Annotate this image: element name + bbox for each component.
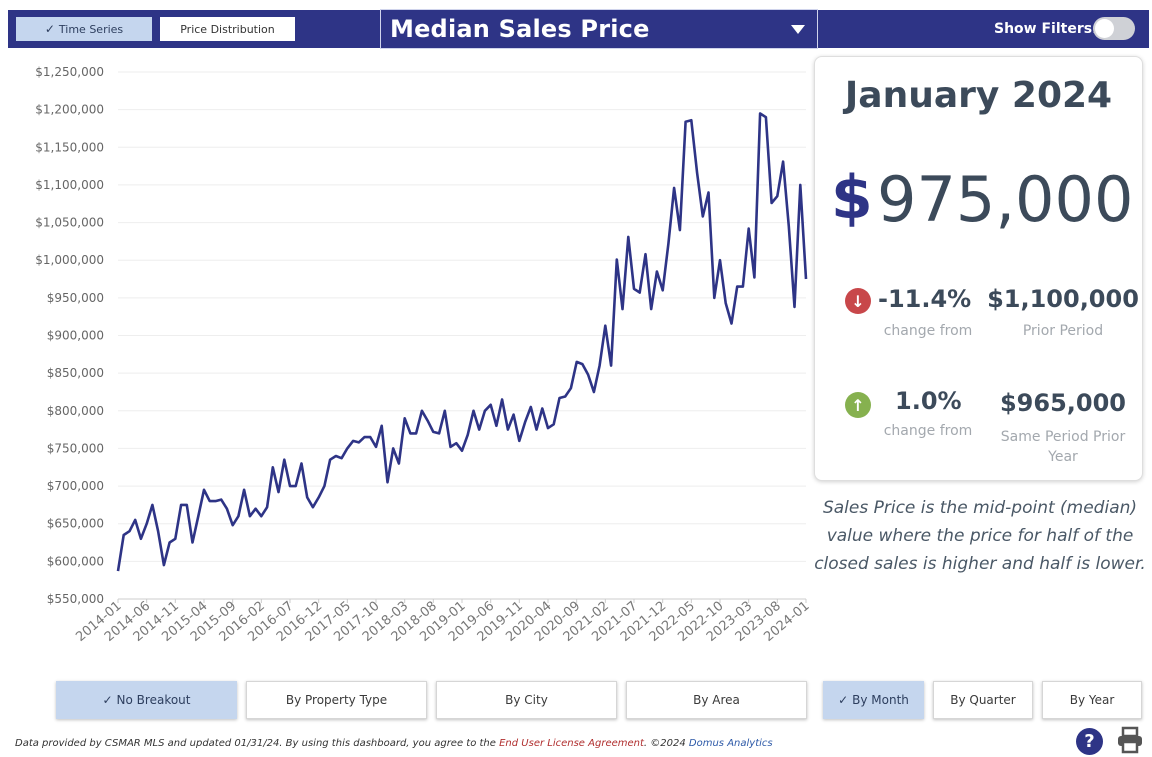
change-year-pct: 1.0% (895, 387, 962, 415)
by-property-type-label: By Property Type (285, 693, 388, 707)
eula-link[interactable]: End User License Agreement (499, 738, 644, 749)
arrow-up-icon: ↑ (845, 392, 871, 418)
period-title: January 2024 (844, 75, 1113, 116)
y-tick-label: $850,000 (47, 366, 104, 380)
show-filters-switch[interactable] (1093, 17, 1135, 40)
y-tick-label: $600,000 (47, 554, 104, 568)
y-tick-label: $1,100,000 (35, 178, 104, 192)
by-quarter-button[interactable]: By Quarter (933, 681, 1033, 719)
footer-text-2: . ©2024 (643, 738, 689, 749)
help-icon[interactable]: ? (1076, 728, 1103, 755)
change-prior-label: change from (883, 323, 973, 339)
same-period-prior-year-value: $965,000 (999, 389, 1126, 417)
no-breakout-label: No Breakout (116, 693, 191, 707)
by-year-button[interactable]: By Year (1042, 681, 1142, 719)
price-distribution-label: Price Distribution (180, 22, 275, 36)
summary-card: January 2024 $ 975,000 ↓ -11.4% change f… (814, 56, 1143, 481)
by-area-label: By Area (693, 693, 740, 707)
same-period-prior-year-label: Same Period Prior Year (1000, 429, 1126, 465)
checkmark-icon: ✓ (102, 693, 113, 707)
y-tick-label: $1,150,000 (35, 140, 104, 154)
by-year-label: By Year (1069, 693, 1115, 707)
y-tick-label: $750,000 (47, 441, 104, 455)
change-year-label: change from (883, 423, 973, 439)
switch-knob (1095, 19, 1114, 38)
metric-dropdown[interactable]: Median Sales Price (380, 9, 818, 49)
domus-analytics-link[interactable]: Domus Analytics (688, 738, 773, 749)
currency-symbol: $ (831, 163, 873, 233)
prior-period-value: $1,100,000 (987, 285, 1139, 313)
y-tick-label: $550,000 (47, 592, 104, 606)
y-tick-label: $1,050,000 (35, 216, 104, 230)
by-month-button[interactable]: ✓ By Month (823, 681, 924, 719)
no-breakout-button[interactable]: ✓ No Breakout (56, 681, 237, 719)
time-series-label: Time Series (58, 22, 124, 36)
y-tick-label: $950,000 (47, 291, 104, 305)
checkmark-icon: ✓ (838, 693, 849, 707)
arrow-down-icon: ↓ (845, 288, 871, 314)
time-series-toggle[interactable]: ✓ Time Series (16, 17, 152, 41)
y-tick-label: $650,000 (47, 517, 104, 531)
by-area-button[interactable]: By Area (626, 681, 807, 719)
y-tick-label: $1,000,000 (35, 253, 104, 267)
show-filters-label: Show Filters: (994, 21, 1098, 37)
median-price-line-chart: $550,000 $600,000 $650,000 $700,000 $750,000… (35, 65, 812, 645)
median-price-series-line (116, 112, 808, 572)
by-property-type-button[interactable]: By Property Type (246, 681, 427, 719)
footer-text-1: Data provided by CSMAR MLS and updated 0… (15, 738, 500, 749)
y-tick-label: $1,200,000 (35, 103, 104, 117)
by-city-button[interactable]: By City (436, 681, 617, 719)
footer-disclaimer: Data provided by CSMAR MLS and updated 0… (15, 738, 773, 749)
current-value: 975,000 (877, 163, 1134, 236)
y-tick-label: $700,000 (47, 479, 104, 493)
printer-icon[interactable] (1116, 726, 1144, 754)
caret-down-icon (791, 25, 805, 34)
change-prior-pct: -11.4% (878, 285, 972, 313)
by-month-label: By Month (852, 693, 909, 707)
y-tick-label: $1,250,000 (35, 65, 104, 79)
y-tick-label: $800,000 (47, 404, 104, 418)
by-city-label: By City (505, 693, 548, 707)
checkmark-icon: ✓ (44, 22, 55, 36)
prior-period-label: Prior Period (1022, 323, 1104, 339)
y-tick-label: $900,000 (47, 329, 104, 343)
metric-description: Sales Price is the mid-point (median) va… (814, 498, 1146, 574)
metric-title: Median Sales Price (390, 15, 650, 43)
by-quarter-label: By Quarter (950, 693, 1016, 707)
header-bar: ✓ Time Series Price Distribution Median … (8, 9, 1149, 49)
price-distribution-toggle[interactable]: Price Distribution (160, 17, 295, 41)
